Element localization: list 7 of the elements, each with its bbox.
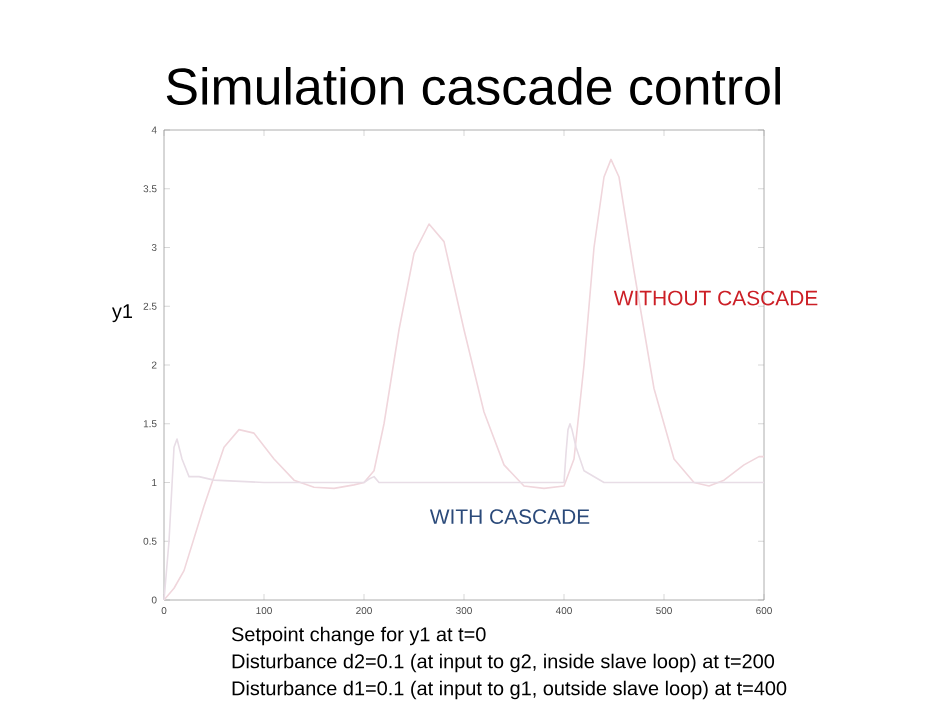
text: Disturbance d2=0.1 (at input to g2, inside slave loop) at t=200 [232,653,775,673]
text: Setpoint change for y1 at t=0 [231,626,486,646]
series-label: WITH CASCADE [429,509,590,524]
series-label: WITHOUT CASCADE [613,290,818,306]
y-axis-title: y1 [111,304,133,323]
text: Disturbance d1=0.1 (at input to g1, outside slave loop) at t=400 [232,680,787,700]
chart-title: Simulation cascade control [166,66,780,106]
